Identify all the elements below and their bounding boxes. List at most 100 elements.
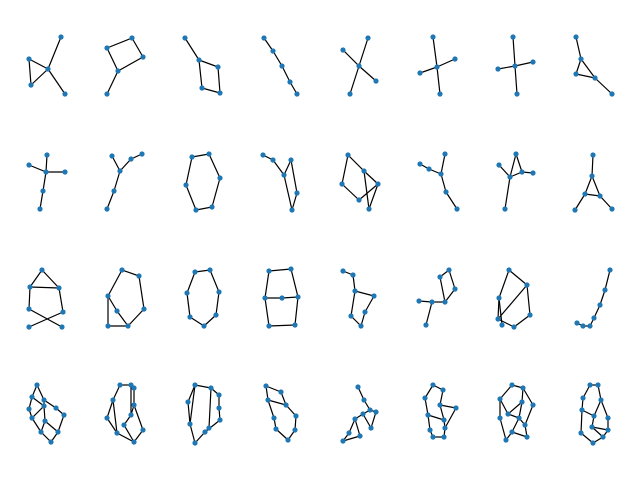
- graph-15-node-2: [496, 162, 502, 168]
- graph-15-node-5: [507, 174, 513, 180]
- graph-2-nodes: [104, 35, 146, 97]
- graph-6-edge-1: [432, 36, 438, 68]
- graph-2-node-1: [129, 35, 135, 41]
- graph-11-edges: [185, 153, 221, 211]
- graph-28-edge-4: [267, 399, 275, 419]
- graph-10-node-5: [111, 188, 117, 194]
- graph-18-edge-3: [138, 275, 145, 310]
- graph-14-nodes: [417, 151, 460, 212]
- graph-5-edge-3: [358, 65, 377, 82]
- graph-25-node-1: [34, 382, 40, 388]
- graph-31-node-8: [497, 415, 503, 421]
- graph-1-edge-3: [28, 58, 32, 86]
- graph-31-node-9: [522, 422, 528, 428]
- graph-21-nodes: [340, 268, 377, 329]
- graph-17-edge-1: [29, 269, 43, 288]
- graph-19-node-5: [187, 314, 193, 320]
- graph-21-edge-4: [350, 290, 356, 317]
- graph-12-edge-5: [291, 192, 298, 211]
- graph-30-edge-4: [424, 397, 429, 416]
- graph-11-edge-5: [185, 184, 197, 211]
- graph-20-node-7: [292, 322, 298, 328]
- graph-13-edge-6: [363, 170, 370, 210]
- graph-13-node-1: [345, 152, 351, 158]
- graph-8-edge-4: [575, 73, 596, 79]
- graph-10-node-6: [104, 206, 110, 212]
- graph-6-node-4: [417, 70, 423, 76]
- graph-26-edge-8: [133, 404, 144, 431]
- graph-8-node-5: [609, 91, 615, 97]
- graph-3-edges: [184, 37, 221, 94]
- graph-16-node-2: [589, 173, 595, 179]
- graph-16-edge-5: [574, 193, 586, 211]
- graph-10-node-1: [139, 151, 145, 157]
- graph-31-node-10: [509, 429, 515, 435]
- graph-1-node-1: [58, 34, 64, 40]
- graph-9-nodes: [26, 152, 68, 212]
- graph-17-node-3: [56, 285, 62, 291]
- graph-28-node-1: [263, 383, 269, 389]
- graph-8-node-3: [573, 71, 579, 77]
- graph-17-node-1: [39, 267, 45, 273]
- graph-19-edges: [186, 269, 220, 327]
- graph-23-node-5: [495, 316, 501, 322]
- graph-14-edge-1: [440, 153, 446, 175]
- graph-23-edge-3: [526, 284, 531, 316]
- graph-21-node-4: [371, 293, 377, 299]
- graph-12-edge-6: [283, 159, 292, 176]
- graph-26-edges: [106, 384, 144, 443]
- graph-12-node-5: [294, 190, 300, 196]
- graph-30-node-4: [437, 402, 443, 408]
- graph-4-node-2: [270, 48, 276, 54]
- graph-2-edges: [106, 37, 144, 95]
- graph-10-edge-5: [106, 190, 115, 210]
- graph-4-edge-2: [272, 50, 283, 67]
- graph-25-node-11: [55, 429, 61, 435]
- graph-1-node-4: [28, 82, 34, 88]
- graph-14-node-2: [417, 161, 423, 167]
- graph-23-node-6: [511, 324, 517, 330]
- graph-21-node-7: [358, 323, 364, 329]
- graph-30-node-1: [430, 382, 436, 388]
- graph-19-edge-7: [203, 314, 217, 327]
- graph-7-nodes: [495, 34, 536, 97]
- graph-28-node-4: [283, 402, 289, 408]
- graph-3-node-2: [196, 57, 202, 63]
- graph-5-node-4: [373, 78, 379, 84]
- graph-25-node-3: [41, 397, 47, 403]
- graph-5-node-3: [356, 63, 362, 69]
- graph-20-nodes: [262, 266, 301, 329]
- graph-26-node-9: [140, 427, 146, 433]
- graph-30-node-7: [441, 417, 447, 423]
- graph-31-node-2: [520, 385, 526, 391]
- graph-21-node-3: [352, 288, 358, 294]
- graph-3-edge-4: [217, 66, 221, 94]
- graph-2-edge-1: [106, 37, 133, 49]
- graph-29-node-8: [346, 430, 352, 436]
- graph-22-node-7: [423, 322, 429, 328]
- graph-21-edge-5: [364, 295, 375, 313]
- graph-32-edge-11: [580, 432, 594, 444]
- graph-6-edge-4: [436, 66, 441, 95]
- graph-32-node-6: [591, 413, 597, 419]
- graph-10-edge-4: [113, 170, 121, 192]
- graph-2-node-5: [104, 91, 110, 97]
- graph-10-edges: [106, 153, 143, 210]
- graph-25-edge-2: [36, 384, 45, 401]
- graph-28-edge-1: [265, 385, 282, 393]
- graph-27-node-8: [206, 425, 212, 431]
- graph-26-edge-11: [123, 424, 135, 443]
- graph-9-node-6: [37, 206, 43, 212]
- graph-29-edge-11: [370, 411, 377, 429]
- graph-17-edge-7: [28, 311, 64, 328]
- graph-15-edges: [498, 153, 534, 210]
- graph-23-node-3: [496, 295, 502, 301]
- graph-28-node-7: [273, 426, 279, 432]
- graph-16-edge-1: [591, 154, 594, 177]
- graph-31-node-3: [497, 396, 503, 402]
- graph-12-node-4: [281, 172, 287, 178]
- graph-3-edge-1: [184, 37, 200, 61]
- graph-9-edge-2: [28, 164, 47, 173]
- graph-13-edge-5: [358, 183, 379, 201]
- graph-13-node-6: [366, 206, 372, 212]
